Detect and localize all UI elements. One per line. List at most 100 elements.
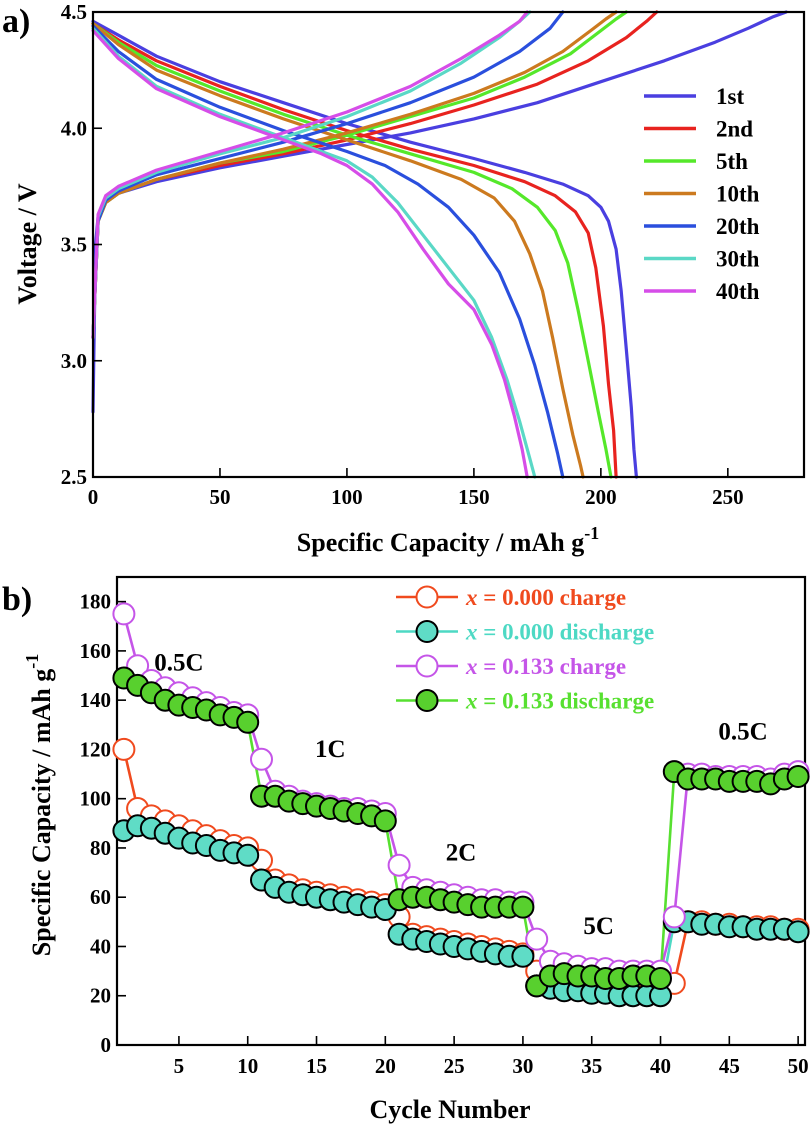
panel-a-ytick-label: 3.5 (61, 233, 87, 257)
legend-label-3: x = 0.133 discharge (465, 689, 654, 714)
panel-b-xtick-label: 15 (306, 1054, 327, 1078)
series-3-point (649, 967, 672, 990)
legend-label-0: x = 0.000 charge (465, 585, 626, 610)
series-2-point (525, 927, 549, 951)
legend-label-1st: 1st (716, 84, 744, 109)
panel-a-xtick-label: 200 (585, 485, 617, 509)
legend-marker-1 (415, 620, 439, 643)
legend-label-var: x (465, 654, 478, 679)
panel-b-xtick-label: 40 (650, 1054, 671, 1078)
panel-b-ytick-label: 120 (80, 737, 112, 761)
panel-a-ytick-label: 4.0 (61, 116, 87, 140)
series-2-point (112, 602, 136, 626)
panel-b-ylabel-sup: -1 (22, 654, 42, 669)
rate-label-4: 0.5C (718, 719, 767, 746)
panel-a-ylabel: Voltage / V (13, 183, 42, 305)
curve-10th-charge (91, 10, 618, 340)
legend-label-var: x (465, 620, 478, 645)
series-0-point (112, 737, 136, 761)
panel-b-label: b) (2, 581, 32, 618)
panel-a-xtick-label: 50 (209, 485, 230, 509)
series-3-point (786, 765, 810, 788)
series-1-point (786, 920, 810, 944)
panel-a-xtick-label: 0 (88, 485, 99, 509)
panel-a-ticks: 0 50 100 150 200 250 2.5 3.0 3.5 4.0 4.5 (61, 0, 744, 509)
legend-marker-3 (415, 689, 439, 712)
panel-b: b) 5 10 15 20 25 30 35 40 45 50 0 20 40 60 80 100 120 140… (2, 575, 810, 1124)
panel-a: a) 0 50 100 150 200 250 2.5 3.0 3.5 4.0 4.5 1st 2nd… (2, 0, 806, 557)
panel-b-ytick-label: 100 (80, 787, 112, 811)
legend-label-10th: 10th (716, 182, 760, 207)
panel-a-xtick-label: 100 (331, 485, 363, 509)
legend-label-1: x = 0.000 discharge (465, 620, 654, 645)
rate-label-2: 2C (446, 839, 477, 866)
panel-b-xlabel: Cycle Number (369, 1095, 530, 1124)
legend-label-var: x (465, 689, 478, 714)
panel-a-label: a) (2, 3, 30, 40)
series-2-point (387, 853, 411, 877)
rate-label-0: 0.5C (154, 650, 203, 677)
curve-10th-discharge (91, 22, 585, 479)
panel-b-xtick-label: 50 (788, 1054, 809, 1078)
panel-b-ytick-label: 0 (101, 1033, 112, 1057)
legend-label-text: = 0.133 discharge (478, 689, 655, 714)
panel-b-rate-labels: 0.5C 1C 2C 5C 0.5C (154, 650, 767, 941)
rate-label-1: 1C (315, 736, 346, 763)
curve-40th-discharge (91, 29, 529, 479)
panel-a-ytick-label: 3.0 (61, 349, 87, 373)
curve-20th-charge (91, 10, 565, 340)
panel-b-axes-frame (115, 575, 807, 1047)
panel-b-xtick-label: 45 (719, 1054, 740, 1078)
panel-b-xtick-label: 20 (375, 1054, 396, 1078)
curve-5th-discharge (91, 22, 613, 479)
panel-a-ytick-label: 2.5 (61, 465, 87, 489)
panel-b-xtick-label: 30 (512, 1054, 533, 1078)
series-1-point (511, 944, 535, 968)
panel-b-ytick-label: 180 (80, 590, 112, 614)
panel-b-xtick-label: 10 (237, 1054, 258, 1078)
legend-label-var: x (465, 585, 478, 610)
panel-a-legend: 1st 2nd 5th 10th 20th 30th 40th (644, 84, 760, 304)
curve-20th-discharge (91, 24, 565, 479)
legend-label-text: = 0.000 discharge (478, 620, 655, 645)
panel-a-xlabel-sup: -1 (584, 523, 599, 543)
legend-label-text: = 0.000 charge (478, 585, 627, 610)
legend-label-20th: 20th (716, 214, 760, 239)
series-3-point (236, 710, 260, 734)
series-3-point (373, 809, 397, 833)
legend-label-30th: 30th (716, 247, 760, 272)
series-1-point (236, 843, 260, 867)
panel-a-curves (91, 10, 788, 479)
legend-label-5th: 5th (716, 149, 748, 174)
series-3-point (511, 895, 535, 919)
curve-30th-discharge (91, 26, 537, 479)
legend-label-2: x = 0.133 charge (465, 654, 626, 679)
panel-b-xtick-label: 35 (581, 1054, 602, 1078)
panel-b-xtick-label: 25 (444, 1054, 465, 1078)
panel-b-ytick-label: 60 (90, 885, 111, 909)
panel-b-xtick-label: 5 (174, 1054, 185, 1078)
legend-label-2nd: 2nd (716, 117, 753, 142)
series-2-point (662, 905, 686, 929)
curve-40th-charge (91, 10, 529, 340)
panel-b-ytick-label: 20 (90, 984, 111, 1008)
panel-a-xtick-label: 150 (458, 485, 490, 509)
panel-b-ytick-label: 40 (90, 934, 111, 958)
legend-label-40th: 40th (716, 279, 760, 304)
panel-a-xlabel: Specific Capacity / mAh g-1 (297, 523, 599, 557)
curve-1st-discharge (91, 19, 638, 479)
panel-b-markers (112, 602, 810, 1008)
panel-b-ytick-label: 140 (80, 688, 112, 712)
curve-2nd-discharge (91, 22, 618, 479)
series-2-point (250, 747, 273, 771)
legend-label-text: = 0.133 charge (478, 654, 627, 679)
panel-a-ytick-label: 4.5 (61, 0, 87, 24)
panel-a-xtick-label: 250 (712, 485, 744, 509)
rate-label-3: 5C (583, 913, 614, 940)
panel-b-ytick-label: 80 (90, 836, 111, 860)
panel-b-ticks: 5 10 15 20 25 30 35 40 45 50 0 20 40 60 80 100 120 140 160… (80, 590, 809, 1078)
legend-marker-2 (415, 654, 439, 678)
panel-b-ylabel: Specific Capacity / mAh g-1 (22, 654, 56, 956)
